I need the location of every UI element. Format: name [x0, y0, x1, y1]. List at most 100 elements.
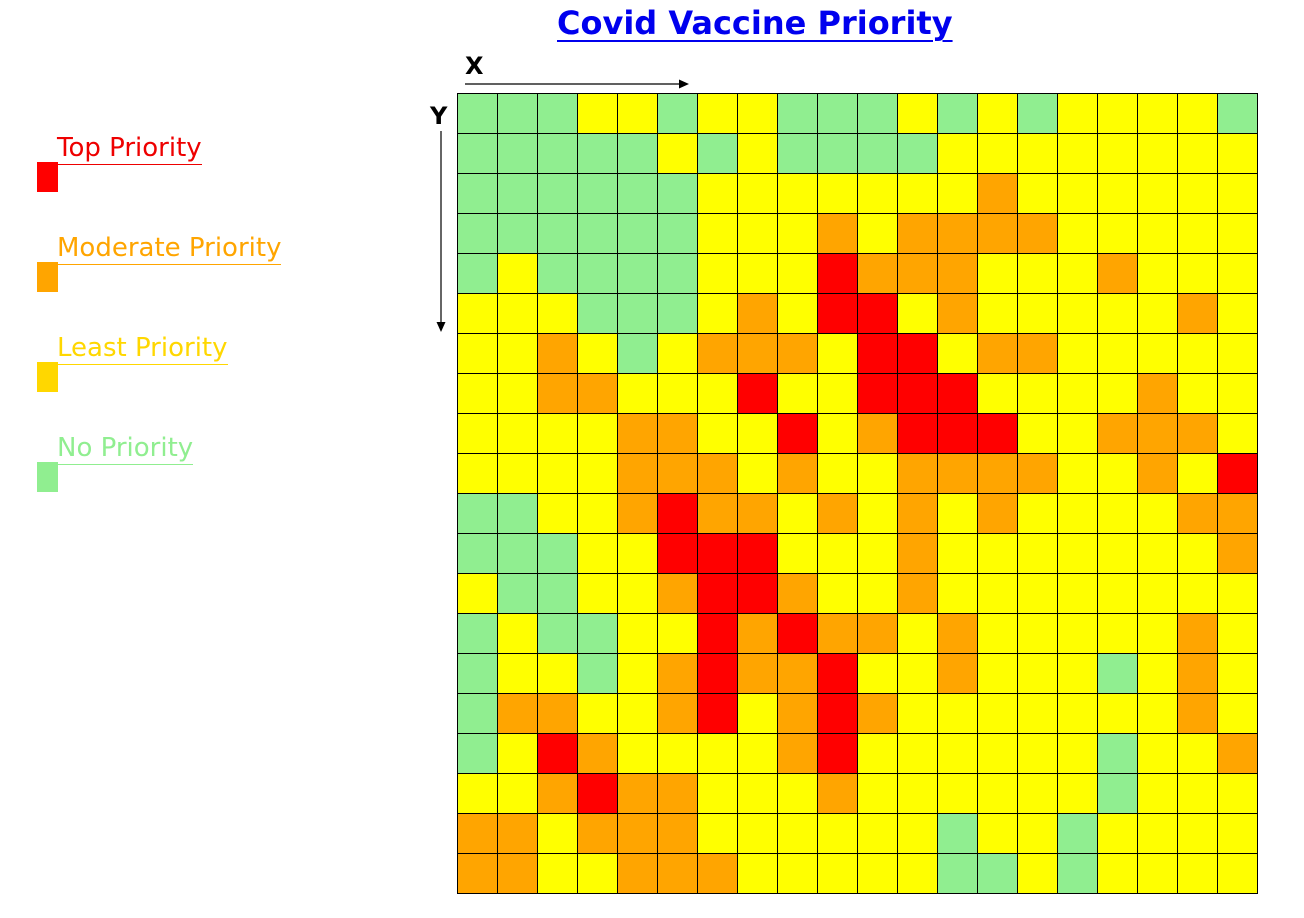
heatmap-cell — [817, 853, 858, 894]
heatmap-cell — [937, 413, 978, 454]
heatmap-cell — [1097, 613, 1138, 654]
legend-label: Top Priority — [57, 133, 202, 165]
heatmap-cell — [1017, 253, 1058, 294]
heatmap-cell — [1217, 653, 1258, 694]
legend-swatch — [37, 162, 58, 192]
legend-label: Moderate Priority — [57, 233, 282, 265]
heatmap-cell — [1017, 573, 1058, 614]
heatmap-cell — [817, 133, 858, 174]
heatmap-cell — [817, 813, 858, 854]
heatmap-cell — [1177, 333, 1218, 374]
heatmap-cell — [1217, 453, 1258, 494]
heatmap-cell — [657, 653, 698, 694]
heatmap-cell — [577, 573, 618, 614]
heatmap-cell — [497, 853, 538, 894]
heatmap-cell — [577, 733, 618, 774]
heatmap-cell — [617, 493, 658, 534]
heatmap-cell — [817, 733, 858, 774]
heatmap-cell — [977, 653, 1018, 694]
heatmap-cell — [977, 173, 1018, 214]
heatmap-cell — [777, 573, 818, 614]
heatmap-cell — [1177, 573, 1218, 614]
heatmap-cell — [1057, 493, 1098, 534]
heatmap-cell — [1217, 613, 1258, 654]
heatmap-cell — [577, 333, 618, 374]
heatmap-cell — [737, 693, 778, 734]
heatmap-cell — [977, 373, 1018, 414]
heatmap-cell — [897, 493, 938, 534]
heatmap-cell — [937, 133, 978, 174]
heatmap-cell — [977, 93, 1018, 134]
heatmap-cell — [1217, 173, 1258, 214]
heatmap-cell — [817, 413, 858, 454]
heatmap-cell — [577, 293, 618, 334]
heatmap-cell — [777, 133, 818, 174]
heatmap-cell — [697, 213, 738, 254]
heatmap-cell — [1057, 573, 1098, 614]
heatmap-cell — [657, 693, 698, 734]
heatmap-cell — [1017, 613, 1058, 654]
heatmap-cell — [537, 413, 578, 454]
heatmap-cell — [1057, 93, 1098, 134]
heatmap-cell — [937, 613, 978, 654]
heatmap-cell — [937, 293, 978, 334]
heatmap-cell — [457, 533, 498, 574]
heatmap-cell — [457, 333, 498, 374]
heatmap-cell — [937, 373, 978, 414]
heatmap-cell — [1097, 253, 1138, 294]
heatmap-cell — [977, 453, 1018, 494]
heatmap-cell — [1177, 773, 1218, 814]
heatmap-cell — [937, 93, 978, 134]
heatmap-cell — [1017, 493, 1058, 534]
heatmap-cell — [897, 93, 938, 134]
heatmap-cell — [617, 213, 658, 254]
heatmap-cell — [737, 453, 778, 494]
heatmap-cell — [1057, 533, 1098, 574]
heatmap-cell — [1137, 293, 1178, 334]
heatmap-cell — [1097, 333, 1138, 374]
heatmap-cell — [1177, 693, 1218, 734]
heatmap-cell — [857, 533, 898, 574]
heatmap-cell — [617, 733, 658, 774]
heatmap-cell — [1097, 733, 1138, 774]
legend-swatch — [37, 462, 58, 492]
heatmap-cell — [977, 413, 1018, 454]
heatmap-cell — [897, 413, 938, 454]
heatmap-cell — [897, 853, 938, 894]
heatmap-cell — [1137, 653, 1178, 694]
heatmap-cell — [537, 133, 578, 174]
heatmap-cell — [1137, 853, 1178, 894]
heatmap-cell — [577, 493, 618, 534]
heatmap-cell — [1017, 813, 1058, 854]
heatmap-cell — [1017, 533, 1058, 574]
heatmap-cell — [1057, 373, 1098, 414]
heatmap-cell — [1097, 453, 1138, 494]
heatmap-cell — [1057, 413, 1098, 454]
heatmap-cell — [697, 813, 738, 854]
heatmap-cell — [897, 373, 938, 414]
heatmap-cell — [777, 373, 818, 414]
heatmap-cell — [1097, 693, 1138, 734]
heatmap-cell — [897, 453, 938, 494]
heatmap-cell — [1217, 333, 1258, 374]
heatmap-cell — [537, 693, 578, 734]
heatmap-cell — [657, 293, 698, 334]
heatmap-cell — [1137, 333, 1178, 374]
heatmap-cell — [1137, 373, 1178, 414]
heatmap-cell — [777, 93, 818, 134]
heatmap-cell — [697, 453, 738, 494]
heatmap-cell — [497, 373, 538, 414]
heatmap-cell — [977, 573, 1018, 614]
heatmap-cell — [1177, 733, 1218, 774]
heatmap-cell — [1017, 693, 1058, 734]
heatmap-cell — [977, 773, 1018, 814]
heatmap-cell — [737, 573, 778, 614]
heatmap-cell — [457, 453, 498, 494]
heatmap-cell — [1217, 533, 1258, 574]
heatmap-cell — [937, 533, 978, 574]
heatmap-cell — [577, 213, 618, 254]
heatmap-cell — [737, 653, 778, 694]
heatmap-cell — [657, 453, 698, 494]
heatmap-cell — [697, 293, 738, 334]
heatmap-cell — [1217, 213, 1258, 254]
